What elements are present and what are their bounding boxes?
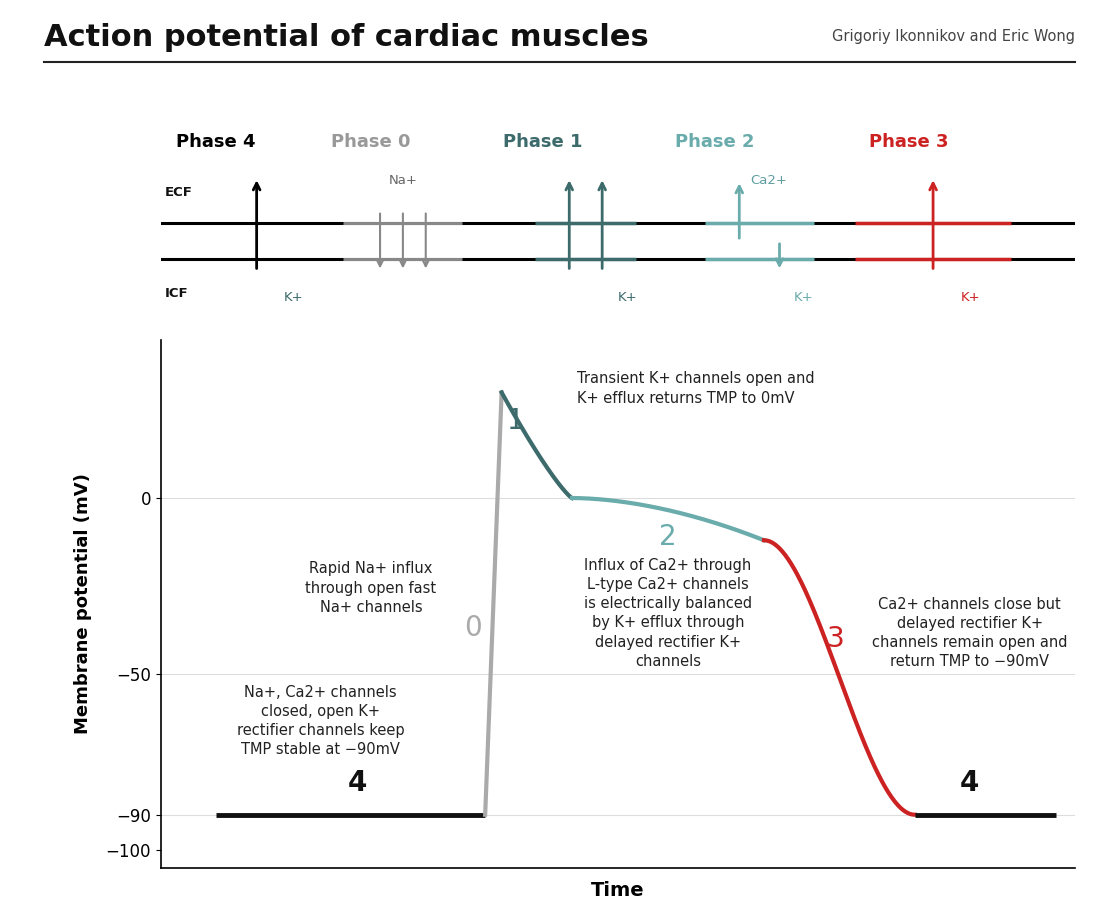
Text: Action potential of cardiac muscles: Action potential of cardiac muscles xyxy=(44,23,649,52)
Text: Rapid Na+ influx
through open fast
Na+ channels: Rapid Na+ influx through open fast Na+ c… xyxy=(306,561,437,615)
Text: Phase 3: Phase 3 xyxy=(869,133,948,151)
Text: K+: K+ xyxy=(618,290,637,304)
Text: 2: 2 xyxy=(659,522,677,551)
Text: Ca2+ channels close but
delayed rectifier K+
channels remain open and
return TMP: Ca2+ channels close but delayed rectifie… xyxy=(872,597,1067,669)
Text: K+: K+ xyxy=(961,290,981,304)
Text: Na+, Ca2+ channels
closed, open K+
rectifier channels keep
TMP stable at −90mV: Na+, Ca2+ channels closed, open K+ recti… xyxy=(237,685,404,757)
Text: Influx of Ca2+ through
L-type Ca2+ channels
is electrically balanced
by K+ efflu: Influx of Ca2+ through L-type Ca2+ chann… xyxy=(584,558,752,669)
Text: ICF: ICF xyxy=(165,287,188,300)
Text: 3: 3 xyxy=(827,624,844,653)
Text: Transient K+ channels open and
K+ efflux returns TMP to 0mV: Transient K+ channels open and K+ efflux… xyxy=(576,371,814,406)
X-axis label: Time: Time xyxy=(591,881,645,901)
Text: 0: 0 xyxy=(464,614,482,643)
Text: Phase 4: Phase 4 xyxy=(176,133,256,151)
Text: Grigoriy Ikonnikov and Eric Wong: Grigoriy Ikonnikov and Eric Wong xyxy=(832,29,1075,44)
Text: Ca2+: Ca2+ xyxy=(750,174,787,187)
Y-axis label: Membrane potential (mV): Membrane potential (mV) xyxy=(73,473,92,734)
Text: Phase 1: Phase 1 xyxy=(503,133,583,151)
Text: 1: 1 xyxy=(506,407,524,434)
Text: 4: 4 xyxy=(960,769,979,797)
Text: Na+: Na+ xyxy=(389,174,418,187)
Text: Phase 0: Phase 0 xyxy=(331,133,411,151)
Text: 4: 4 xyxy=(348,769,367,797)
Text: K+: K+ xyxy=(794,290,813,304)
Text: ECF: ECF xyxy=(165,186,193,199)
Text: Phase 2: Phase 2 xyxy=(675,133,755,151)
Text: K+: K+ xyxy=(284,290,304,304)
